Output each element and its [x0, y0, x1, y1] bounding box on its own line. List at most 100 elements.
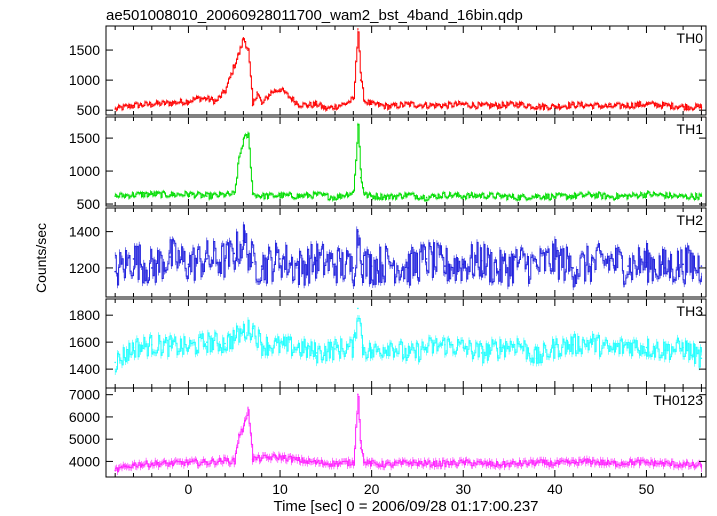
data-point-th0 — [444, 104, 446, 107]
data-point-th2 — [352, 267, 355, 269]
data-point-th1 — [233, 193, 235, 195]
data-point-th2 — [645, 261, 648, 264]
series-errorbars-th0 — [114, 30, 702, 112]
data-point-th0 — [627, 104, 629, 107]
data-point-th1 — [251, 193, 254, 195]
data-point-th2 — [132, 258, 135, 260]
data-point-th0 — [480, 105, 483, 107]
data-point-th3 — [114, 361, 116, 364]
data-point-th0 — [590, 104, 593, 107]
data-point-th2 — [242, 239, 245, 242]
data-point-th0 — [389, 105, 391, 108]
data-point-th3 — [645, 346, 648, 349]
data-point-th0 — [224, 90, 226, 92]
data-point-th3 — [535, 357, 538, 360]
y-tick-label: 6000 — [69, 409, 100, 425]
data-point-th1 — [682, 196, 684, 198]
data-point-th3 — [682, 346, 684, 349]
data-point-th0 — [256, 91, 258, 93]
data-point-th2 — [187, 263, 190, 266]
data-point-th2 — [206, 258, 208, 260]
x-tick-label: 10 — [272, 481, 288, 497]
y-axis-label: Counts/sec — [33, 223, 49, 293]
x-axis-label: Time [sec] 0 = 2006/09/28 01:17:00.237 — [273, 498, 538, 515]
data-point-th0 — [270, 91, 272, 93]
data-point-th0 — [279, 88, 281, 90]
data-point-th0 — [682, 105, 684, 108]
data-point-th0 — [554, 105, 556, 108]
data-point-th1 — [700, 195, 703, 197]
data-point-th2 — [297, 267, 300, 269]
data-point-th0 — [114, 108, 116, 110]
data-point-th2 — [260, 265, 263, 267]
data-point-th3 — [480, 352, 483, 354]
data-point-th0123 — [297, 459, 300, 462]
data-point-th0 — [306, 104, 309, 107]
figure-title: ae501008010_20060928011700_wam2_bst_4ban… — [106, 7, 523, 24]
y-tick-label: 1400 — [69, 224, 100, 240]
data-point-th3 — [242, 330, 245, 333]
data-point-th0123 — [352, 461, 355, 464]
series-trace-th3 — [115, 317, 702, 373]
data-point-th0 — [215, 100, 217, 102]
y-tick-label: 5000 — [69, 431, 100, 447]
data-point-th0 — [645, 103, 648, 105]
data-point-th2 — [357, 230, 359, 233]
data-point-th0123 — [233, 460, 235, 463]
data-point-th3 — [206, 341, 208, 344]
data-point-th1 — [363, 194, 366, 196]
y-tick-label: 500 — [77, 196, 101, 212]
data-point-th2 — [233, 252, 235, 255]
data-point-th3 — [609, 349, 611, 352]
data-point-th2 — [517, 261, 519, 264]
y-tick-label: 1500 — [69, 130, 100, 146]
data-point-th0123 — [664, 462, 666, 465]
data-point-th3 — [151, 344, 153, 346]
data-point-th1 — [357, 124, 359, 126]
data-point-th0 — [517, 103, 519, 105]
data-point-th0123 — [444, 462, 446, 465]
data-point-th0 — [363, 100, 366, 102]
data-point-th1 — [407, 194, 410, 196]
data-point-th1 — [260, 195, 263, 197]
y-tick-label: 1600 — [69, 334, 100, 350]
data-point-th0123 — [645, 461, 648, 464]
x-tick-label: 40 — [547, 481, 563, 497]
data-point-th1 — [187, 193, 190, 195]
data-point-th0123 — [627, 461, 629, 464]
data-point-th0123 — [279, 456, 281, 458]
data-point-th1 — [645, 193, 648, 195]
data-point-th2 — [700, 265, 703, 267]
data-point-th0123 — [357, 393, 359, 396]
data-point-th1 — [359, 176, 362, 179]
data-point-th3 — [407, 354, 410, 357]
data-point-th2 — [444, 265, 446, 267]
data-point-th3 — [517, 342, 519, 345]
data-point-th0123 — [169, 462, 171, 465]
data-point-th0 — [357, 28, 359, 30]
data-point-th1 — [224, 194, 226, 196]
data-point-th2 — [609, 259, 611, 262]
data-point-th1 — [370, 195, 373, 197]
panel-th1: 500 1000 1500 TH1 — [69, 116, 707, 212]
y-tick-label: 4000 — [69, 453, 100, 469]
data-point-th1 — [247, 134, 249, 136]
panel-label-th1: TH1 — [677, 121, 704, 137]
x-tick-label: 0 — [185, 481, 193, 497]
data-point-th0 — [151, 103, 153, 105]
data-point-th0 — [334, 105, 336, 108]
data-point-th3 — [554, 346, 556, 349]
data-point-th0 — [233, 64, 235, 66]
data-point-th0123 — [425, 462, 428, 465]
data-point-th0 — [260, 103, 263, 105]
data-point-th3 — [297, 346, 300, 349]
data-point-th3 — [352, 346, 355, 349]
data-point-th0 — [288, 96, 291, 98]
data-point-th0123 — [554, 462, 556, 465]
data-point-th2 — [407, 267, 410, 269]
data-point-th0 — [462, 103, 465, 105]
data-point-th2 — [315, 259, 318, 262]
data-point-th1 — [297, 195, 300, 197]
panel-th0: 500 1000 1500 TH0 — [69, 25, 707, 118]
data-point-th2 — [425, 258, 428, 260]
